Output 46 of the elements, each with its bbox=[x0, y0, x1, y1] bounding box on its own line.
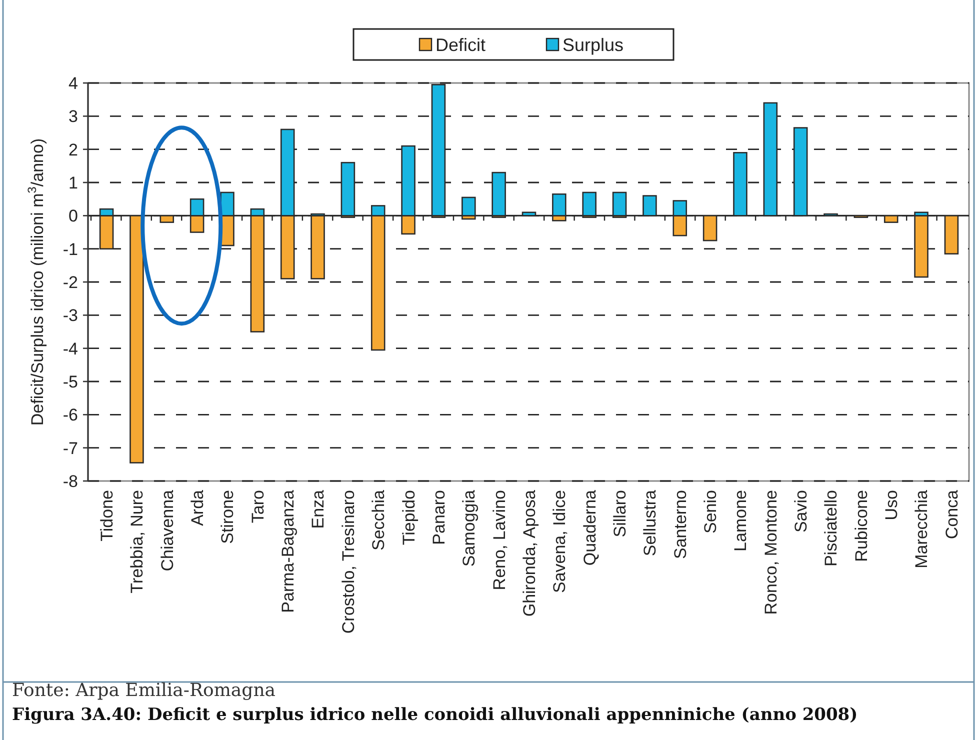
x-tick-label: Tidone bbox=[97, 490, 116, 542]
x-tick-label: Santerno bbox=[670, 490, 690, 559]
x-tick-label: Pisciatello bbox=[822, 490, 841, 567]
y-tick-label: 0 bbox=[68, 206, 78, 226]
x-tick-label: Ronco, Montone bbox=[761, 490, 780, 615]
y-tick-label: 2 bbox=[68, 140, 78, 160]
y-tick-label: -1 bbox=[62, 240, 78, 259]
x-tick-label: Parma-Baganza bbox=[278, 489, 298, 613]
x-tick-label: Conca bbox=[942, 489, 962, 540]
x-tick-label: Trebbia, Nure bbox=[128, 490, 147, 594]
y-tick-label: -4 bbox=[62, 339, 78, 358]
x-tick-label: Enza bbox=[308, 489, 328, 529]
x-tick-label: Lamone bbox=[731, 490, 750, 552]
x-tick-label: Senio bbox=[701, 490, 720, 534]
x-tick-label: Chiavenna bbox=[158, 489, 177, 572]
y-tick-label: -7 bbox=[62, 438, 78, 458]
x-tick-label: Quaderna bbox=[580, 489, 600, 566]
x-tick-label: Reno, Lavino bbox=[490, 490, 509, 590]
x-tick-label: Sellustra bbox=[640, 489, 660, 556]
source-note: Fonte: Arpa Emilia-Romagna bbox=[12, 680, 276, 701]
x-tick-label: Stirone bbox=[218, 490, 238, 544]
x-tick-label: Arda bbox=[188, 489, 208, 526]
y-tick-label: 4 bbox=[68, 74, 78, 93]
x-tick-label: Rubicone bbox=[852, 490, 871, 562]
x-tick-label: Panaro bbox=[429, 490, 448, 545]
x-tick-label: Savio bbox=[792, 490, 811, 533]
x-tick-label: Tiepido bbox=[399, 490, 418, 546]
x-tick-label: Savena, Idice bbox=[550, 490, 570, 594]
x-tick-label: Crostolo, Tresinaro bbox=[338, 490, 358, 634]
x-tick-label: Samoggia bbox=[460, 489, 479, 567]
y-tick-label: 1 bbox=[68, 173, 78, 192]
y-tick-label: -6 bbox=[62, 406, 78, 425]
x-tick-label: Taro bbox=[248, 490, 268, 524]
x-tick-label: Ghironda, Aposa bbox=[520, 489, 539, 617]
x-tick-label: Uso bbox=[882, 490, 902, 520]
x-tick-label: Marecchia bbox=[912, 489, 932, 568]
y-tick-label: 3 bbox=[68, 107, 78, 126]
y-tick-label: -2 bbox=[62, 272, 78, 292]
y-tick-label: -3 bbox=[62, 306, 78, 326]
legend-label: Deficit bbox=[436, 34, 486, 55]
y-tick-label: -8 bbox=[62, 472, 78, 491]
y-tick-label: -5 bbox=[62, 372, 78, 392]
legend-label: Surplus bbox=[562, 34, 624, 55]
x-tick-label: Sillaro bbox=[610, 490, 630, 538]
text: Figura 3A.40: Deficit e surplus idrico nelle conoidi alluvionali appenniniche (anno 2008) bbox=[12, 705, 858, 725]
x-tick-label: Secchia bbox=[369, 489, 388, 550]
